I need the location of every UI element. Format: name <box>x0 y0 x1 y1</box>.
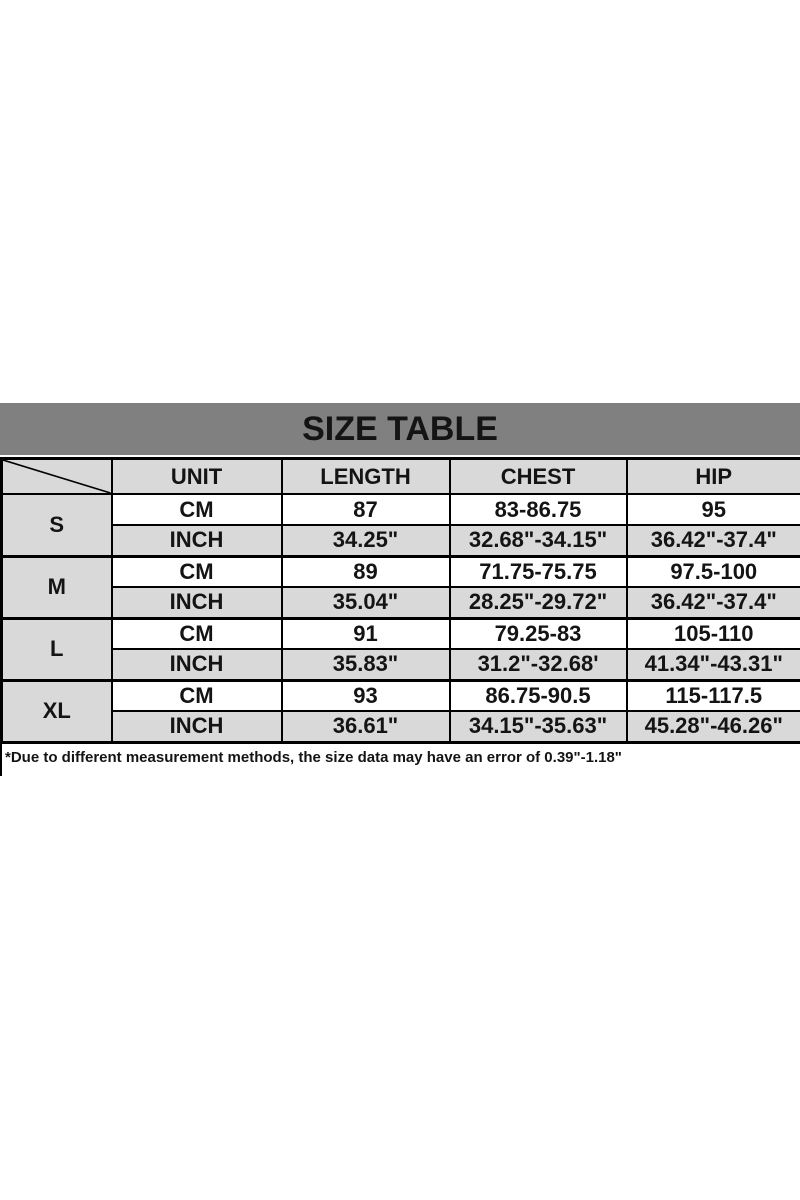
cell-xl-cm-hip: 115-117.5 <box>625 678 800 712</box>
cell-xl-inch-chest: 34.15"-35.63" <box>448 710 628 743</box>
size-label-s: S <box>0 493 113 557</box>
cell-s-cm-chest: 83-86.75 <box>448 493 628 526</box>
cell-s-inch-hip: 36.42"-37.4" <box>625 524 800 557</box>
col-header-chest: CHEST <box>448 457 628 495</box>
cell-xl-cm-chest: 86.75-90.5 <box>448 678 628 712</box>
cell-m-inch-hip: 36.42"-37.4" <box>625 586 800 619</box>
table-row-l-cm: L CM 91 79.25-83 105-110 <box>0 616 800 681</box>
unit-label: INCH <box>110 524 283 557</box>
cell-m-inch-chest: 28.25"-29.72" <box>448 586 628 619</box>
col-header-hip: HIP <box>625 457 800 495</box>
cell-l-cm-chest: 79.25-83 <box>448 616 628 650</box>
table-row-l-inch: INCH 35.83" 31.2"-32.68' 41.34"-43.31" <box>2 648 800 681</box>
cell-m-cm-length: 89 <box>280 554 451 588</box>
unit-label: INCH <box>110 586 283 619</box>
col-header-length: LENGTH <box>280 457 451 495</box>
table-row-m-inch: INCH 35.04" 28.25"-29.72" 36.42"-37.4" <box>2 586 800 619</box>
size-label-m: M <box>0 554 113 619</box>
table-row-s-cm: S CM 87 83-86.75 95 <box>0 493 800 557</box>
cell-l-inch-length: 35.83" <box>280 648 451 681</box>
unit-label: CM <box>110 616 283 650</box>
col-header-unit: UNIT <box>110 457 283 495</box>
cell-m-inch-length: 35.04" <box>280 586 451 619</box>
size-table-title: SIZE TABLE <box>0 403 800 455</box>
cell-m-cm-hip: 97.5-100 <box>625 554 800 588</box>
cell-l-inch-hip: 41.34"-43.31" <box>625 648 800 681</box>
cell-l-cm-hip: 105-110 <box>625 616 800 650</box>
unit-label: INCH <box>110 648 283 681</box>
diagonal-cell <box>0 457 113 495</box>
header-row: UNIT LENGTH CHEST HIP <box>0 457 800 495</box>
unit-label: CM <box>110 554 283 588</box>
cell-xl-inch-hip: 45.28"-46.26" <box>625 710 800 743</box>
cell-s-cm-hip: 95 <box>625 493 800 526</box>
table-row-s-inch: INCH 34.25" 32.68"-34.15" 36.42"-37.4" <box>2 524 800 557</box>
table-row-xl-cm: XL CM 93 86.75-90.5 115-117.5 <box>0 678 800 743</box>
cell-m-cm-chest: 71.75-75.75 <box>448 554 628 588</box>
unit-label: CM <box>110 678 283 712</box>
table-row-m-cm: M CM 89 71.75-75.75 97.5-100 <box>0 554 800 619</box>
unit-label: INCH <box>110 710 283 743</box>
unit-label: CM <box>110 493 283 526</box>
size-label-xl: XL <box>0 678 113 743</box>
size-chart: SIZE TABLE UNIT LENGTH CHEST HIP S CM 87 <box>0 403 800 776</box>
table-row-xl-inch: INCH 36.61" 34.15"-35.63" 45.28"-46.26" <box>2 710 800 743</box>
diagonal-line <box>3 460 110 493</box>
cell-l-inch-chest: 31.2"-32.68' <box>448 648 628 681</box>
measurement-disclaimer: *Due to different measurement methods, t… <box>0 743 800 776</box>
cell-l-cm-length: 91 <box>280 616 451 650</box>
size-table: UNIT LENGTH CHEST HIP S CM 87 83-86.75 9… <box>0 457 800 744</box>
size-label-l: L <box>0 616 113 681</box>
cell-xl-inch-length: 36.61" <box>280 710 451 743</box>
cell-xl-cm-length: 93 <box>280 678 451 712</box>
cell-s-cm-length: 87 <box>280 493 451 526</box>
cell-s-inch-chest: 32.68"-34.15" <box>448 524 628 557</box>
cell-s-inch-length: 34.25" <box>280 524 451 557</box>
